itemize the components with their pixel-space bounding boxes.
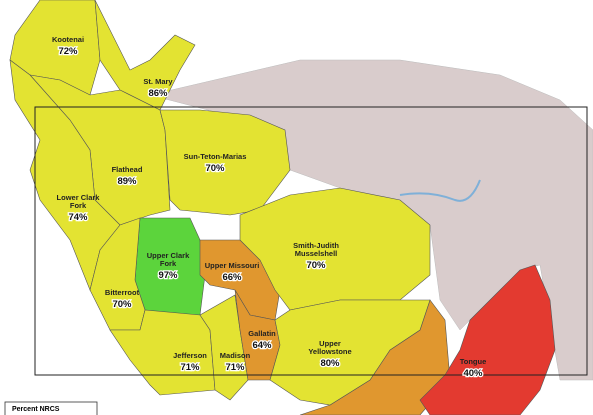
- basin-name: Upper Missouri: [205, 261, 260, 270]
- basin: [94, 0, 196, 111]
- basin-percent: 40%: [463, 368, 483, 379]
- basin-percent: 72%: [58, 46, 78, 57]
- basin: [159, 109, 291, 216]
- basin-percent: 64%: [252, 340, 272, 351]
- basin-percent: 70%: [205, 163, 225, 174]
- basin-name: Musselshell: [295, 249, 338, 258]
- basin-percent: 80%: [320, 358, 340, 369]
- basin-name: Smith-Judith: [293, 241, 339, 250]
- basin-percent: 97%: [158, 270, 178, 281]
- basin-name: Fork: [160, 259, 177, 268]
- basin-name: Flathead: [112, 165, 143, 174]
- basin-percent: 71%: [225, 362, 245, 373]
- basin-name: St. Mary: [143, 77, 173, 86]
- inset-frame: [34, 106, 588, 376]
- basin-percent: 74%: [68, 212, 88, 223]
- basin-name: Fork: [70, 201, 87, 210]
- basin-name: Jefferson: [173, 351, 207, 360]
- river: [399, 179, 481, 202]
- basin-name: Madison: [220, 351, 251, 360]
- basin: [269, 299, 431, 406]
- basin: [134, 217, 206, 319]
- basin-name: Upper: [319, 339, 341, 348]
- basin-name: Gallatin: [248, 329, 276, 338]
- basin-name: Tongue: [460, 357, 487, 366]
- basin-name: Bitterroot: [105, 288, 140, 297]
- basin-name: Yellowstone: [308, 347, 351, 356]
- legend-title: Percent NRCS: [12, 406, 60, 413]
- basin-percent: 86%: [148, 88, 168, 99]
- basin-percent: 89%: [117, 176, 137, 187]
- basin-percent: 70%: [306, 260, 326, 271]
- basin-percent: 66%: [222, 272, 242, 283]
- basin-percent: 71%: [180, 362, 200, 373]
- basin-percent: 70%: [112, 299, 132, 310]
- basin: [199, 294, 249, 401]
- basin-name: Upper Clark: [147, 251, 190, 260]
- basin-name: Kootenai: [52, 35, 84, 44]
- basin-name: Sun-Teton-Marias: [184, 152, 247, 161]
- legend-box: [4, 401, 98, 415]
- basin-name: Lower Clark: [57, 193, 101, 202]
